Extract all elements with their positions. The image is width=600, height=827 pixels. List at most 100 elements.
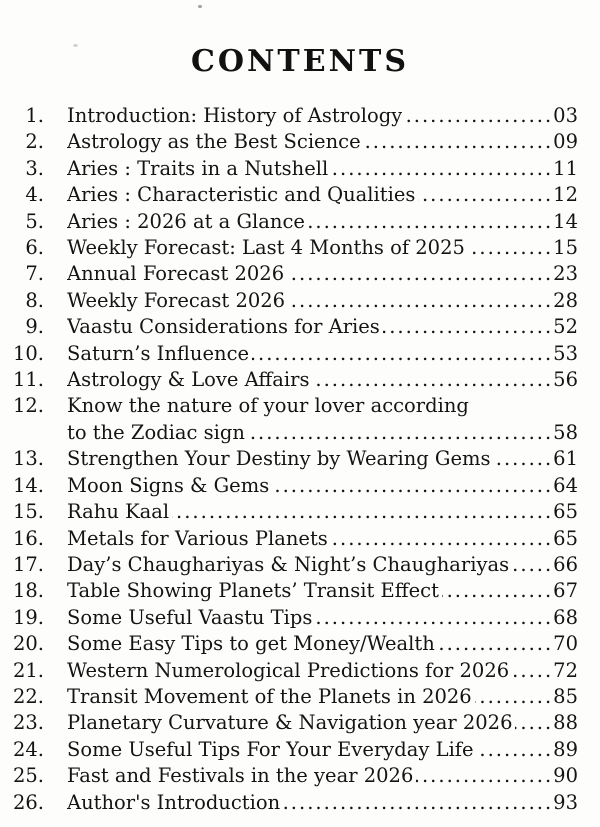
entry-title: Transit Movement of the Planets in 2026 xyxy=(67,684,472,708)
entry-body: Some Easy Tips to get Money/Wealth......… xyxy=(67,631,578,657)
entry-title: Metals for Various Planets xyxy=(67,526,328,550)
entry-line: Saturn’s Influence......................… xyxy=(67,341,578,367)
toc-entry: 19. Some Useful Vaastu Tips..............… xyxy=(0,605,578,631)
toc-entry: 22. Transit Movement of the Planets in 20… xyxy=(0,684,578,710)
entry-title: Fast and Festivals in the year 2026 xyxy=(67,764,414,788)
entry-body: Saturn’s Influence......................… xyxy=(67,341,578,367)
dot-leader: ........................................… xyxy=(172,500,554,524)
entry-title: Astrology as the Best Science xyxy=(67,130,361,154)
entry-page-number: 85 xyxy=(553,684,578,708)
entry-number: 22. xyxy=(12,684,44,708)
dot-leader: ........................................… xyxy=(331,156,554,180)
entry-body: Some Useful Tips For Your Everyday Life.… xyxy=(67,737,578,763)
dot-leader: ........................................… xyxy=(283,790,554,814)
entry-line: Fast and Festivals in the year 2026.....… xyxy=(67,763,578,789)
toc-entry: 11. Astrology & Love Affairs.............… xyxy=(0,367,578,393)
entry-line: Some Useful Vaastu Tips.................… xyxy=(67,605,578,631)
entry-body: Weekly Forecast 2026....................… xyxy=(67,288,578,314)
entry-page-number: 93 xyxy=(553,790,578,814)
entry-line: Transit Movement of the Planets in 2026.… xyxy=(67,684,578,710)
entry-title: Western Numerological Predictions for 20… xyxy=(67,658,510,682)
toc-list: 1. Introduction: History of Astrology....… xyxy=(0,79,600,816)
entry-title: Aries : 2026 at a Glance xyxy=(67,209,305,233)
entry-number: 18. xyxy=(12,579,44,603)
entry-page-number: 09 xyxy=(553,130,578,154)
entry-line: Astrology & Love Affairs................… xyxy=(67,367,578,393)
dot-leader: ........................................… xyxy=(512,552,554,576)
entry-line: Weekly Forecast 2026....................… xyxy=(67,288,578,314)
entry-page-number: 66 xyxy=(553,552,578,576)
dot-leader: ........................................… xyxy=(441,579,554,603)
dot-leader: ........................................… xyxy=(437,632,554,656)
dot-leader: ........................................… xyxy=(494,447,554,471)
dot-leader: ........................................… xyxy=(383,315,554,339)
entry-body: Aries : Traits in a Nutshell............… xyxy=(67,156,578,182)
entry-number: 16. xyxy=(12,526,44,550)
entry-line: Some Useful Tips For Your Everyday Life.… xyxy=(67,737,578,763)
dot-leader: ........................................… xyxy=(330,526,554,550)
entry-title: Vaastu Considerations for Aries xyxy=(67,315,380,339)
entry-number: 12. xyxy=(12,394,44,418)
toc-entry: 6. Weekly Forecast: Last 4 Months of 2025… xyxy=(0,235,578,261)
entry-number: 21. xyxy=(12,658,44,682)
entry-line: Aries : 2026 at a Glance................… xyxy=(67,209,578,235)
entry-title: Saturn’s Influence xyxy=(67,341,250,365)
entry-page-number: 28 xyxy=(553,288,578,312)
toc-entry: 9. Vaastu Considerations for Aries.......… xyxy=(0,314,578,340)
entry-title: Some Easy Tips to get Money/Wealth xyxy=(67,632,435,656)
entry-page-number: 58 xyxy=(553,420,578,444)
entry-number: 19. xyxy=(12,605,44,629)
entry-number: 4. xyxy=(25,183,44,207)
entry-page-number: 53 xyxy=(553,341,578,365)
dot-leader: ........................................… xyxy=(287,262,554,286)
entry-body: Astrology as the Best Science...........… xyxy=(67,129,578,155)
entry-body: Fast and Festivals in the year 2026.....… xyxy=(67,763,578,789)
entry-number: 7. xyxy=(25,262,44,286)
entry-line: Strengthen Your Destiny by Wearing Gems.… xyxy=(67,446,578,472)
entry-number: 24. xyxy=(12,737,44,761)
entry-page-number: 52 xyxy=(553,315,578,339)
entry-page-number: 12 xyxy=(553,183,578,207)
entry-title: Strengthen Your Destiny by Wearing Gems xyxy=(67,447,491,471)
entry-title: Author's Introduction xyxy=(67,790,281,814)
dot-leader: ........................................… xyxy=(416,764,554,788)
entry-number: 8. xyxy=(25,288,44,312)
entry-page-number: 70 xyxy=(553,632,578,656)
toc-entry: 12. Know the nature of your lover accordi… xyxy=(0,393,578,446)
entry-body: Annual Forecast 2026....................… xyxy=(67,261,578,287)
dot-leader: ........................................… xyxy=(248,420,554,444)
entry-number: 26. xyxy=(12,790,44,814)
entry-line: Some Easy Tips to get Money/Wealth......… xyxy=(67,631,578,657)
entry-line: Astrology as the Best Science...........… xyxy=(67,129,578,155)
entry-title: Weekly Forecast 2026 xyxy=(67,288,286,312)
toc-entry: 1. Introduction: History of Astrology....… xyxy=(0,103,578,129)
dot-leader: ........................................… xyxy=(418,183,554,207)
entry-page-number: 65 xyxy=(553,526,578,550)
toc-entry: 13. Strengthen Your Destiny by Wearing Ge… xyxy=(0,446,578,472)
page-title: CONTENTS xyxy=(190,44,410,79)
entry-body: Table Showing Planets’ Transit Effect...… xyxy=(67,578,578,604)
entry-body: Planetary Curvature & Navigation year 20… xyxy=(67,710,578,736)
entry-line: Author's Introduction...................… xyxy=(67,790,578,816)
dot-leader: ........................................… xyxy=(315,605,554,629)
toc-entry: 4. Aries : Characteristic and Qualities..… xyxy=(0,182,578,208)
toc-entry: 7. Annual Forecast 2026..................… xyxy=(0,261,578,287)
entry-line: Moon Signs & Gems.......................… xyxy=(67,473,578,499)
entry-line: Metals for Various Planets..............… xyxy=(67,526,578,552)
entry-line: to the Zodiac sign......................… xyxy=(67,420,578,446)
entry-page-number: 88 xyxy=(553,711,578,735)
entry-line: Annual Forecast 2026....................… xyxy=(67,261,578,287)
scan-speck xyxy=(198,5,202,8)
entry-page-number: 89 xyxy=(553,737,578,761)
toc-entry: 17. Day’s Chaughariyas & Night’s Chaughar… xyxy=(0,552,578,578)
entry-title: Rahu Kaal xyxy=(67,500,170,524)
entry-title: Planetary Curvature & Navigation year 20… xyxy=(67,711,513,735)
entry-title-continued: to the Zodiac sign xyxy=(67,420,245,444)
entry-number: 23. xyxy=(12,711,44,735)
toc-entry: 21. Western Numerological Predictions for… xyxy=(0,658,578,684)
entry-number: 2. xyxy=(25,130,44,154)
entry-title: Some Useful Tips For Your Everyday Life xyxy=(67,737,474,761)
entry-title: Annual Forecast 2026 xyxy=(67,262,285,286)
entry-number: 13. xyxy=(12,447,44,471)
